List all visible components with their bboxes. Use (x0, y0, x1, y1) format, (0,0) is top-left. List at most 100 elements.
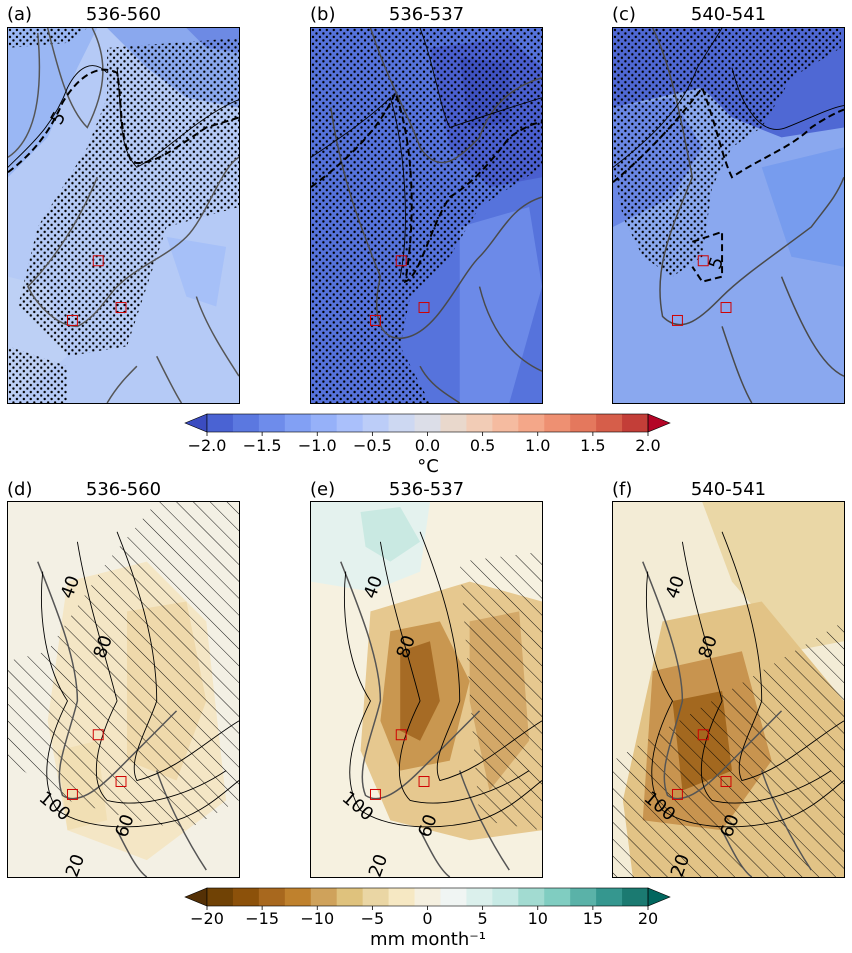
contour-line (645, 531, 844, 828)
colorbar-swatch (362, 414, 390, 432)
panel-c-svg: 5 (613, 28, 844, 403)
colorbar-tick-label: 1.5 (580, 436, 606, 455)
colorbar-tick-label: 15 (582, 909, 604, 928)
significance-stipple (613, 28, 842, 277)
site-marker (369, 788, 381, 800)
precipitation-colorbar-unit: mm month⁻¹ (370, 929, 486, 950)
site-marker (418, 302, 430, 313)
colorbar-tick-label: 0.5 (469, 436, 496, 455)
colorbar-tick-label: 5 (477, 909, 488, 928)
panel-a-svg: 5 (8, 28, 239, 403)
significance-hatch (613, 621, 844, 877)
panel-b-map (310, 27, 543, 404)
anomaly-region (8, 28, 98, 178)
panel-c-map: 5 (612, 27, 845, 404)
colorbar-tick-label: −2.0 (187, 436, 227, 455)
colorbar-swatch (466, 888, 493, 906)
colorbar-tick-label: −1.0 (297, 436, 337, 455)
colorbar-swatch (336, 414, 364, 432)
colorbar-tick-label: −20 (190, 909, 224, 928)
colorbar-tick-label: −15 (245, 909, 280, 928)
panel-a-map: 5 (7, 27, 240, 404)
colorbar-swatch (544, 888, 571, 906)
colorbar-swatch (492, 888, 519, 906)
colorbar-tick-label: −1.5 (242, 436, 282, 455)
panel-c-title: 540-541 (690, 4, 767, 25)
panel-b-letter: (b) (310, 4, 336, 25)
colorbar-swatch (492, 414, 519, 432)
site-marker (66, 314, 78, 326)
precipitation-colorbar (184, 887, 671, 910)
panel-f-title: 540-541 (690, 479, 767, 500)
colorbar-swatch (518, 888, 545, 906)
colorbar-swatch (388, 888, 416, 906)
colorbar-tick-label: 0.0 (414, 436, 441, 455)
colorbar-swatch (258, 888, 286, 906)
site-marker (92, 255, 104, 267)
panel-e-svg: 40 80 100 60 20 (311, 502, 542, 877)
colorbar-swatch (336, 888, 364, 906)
colorbar-swatch (258, 414, 286, 432)
colorbar-swatch (362, 888, 390, 906)
contour-dashed (613, 85, 844, 183)
colorbar-tick-label: −10 (300, 909, 335, 928)
precipitation-colorbar-ticks: −20 −15 −10 −5 0 5 10 15 20 (185, 910, 670, 930)
panel-a-letter: (a) (7, 4, 33, 25)
contour-line (40, 531, 239, 828)
contour-line (613, 28, 844, 168)
site-marker (720, 302, 732, 313)
colorbar-tick-label: 10 (527, 909, 548, 928)
panel-d-map: 40 80 100 60 20 (7, 501, 240, 878)
colorbar-extend-high (647, 413, 671, 433)
anomaly-region (761, 147, 844, 267)
coastline (330, 28, 542, 403)
site-marker (369, 314, 381, 326)
colorbar-swatch (284, 888, 312, 906)
site-marker (115, 776, 127, 787)
contour-line (311, 28, 542, 277)
colorbar-swatch (207, 888, 234, 906)
colorbar-swatch (414, 888, 441, 906)
site-marker (671, 314, 683, 326)
colorbar-swatch (570, 888, 597, 906)
temperature-colorbar-svg (184, 413, 671, 436)
panel-b-svg (311, 28, 542, 403)
contour-dashed (691, 230, 724, 283)
colorbar-swatch (440, 414, 467, 432)
site-marker (115, 302, 127, 313)
panel-c-letter: (c) (612, 4, 636, 25)
contour-dashed (8, 68, 239, 174)
colorbar-tick-label: −5 (360, 909, 385, 928)
site-marker (66, 788, 78, 800)
panel-d-letter: (d) (7, 479, 33, 500)
coastline (651, 28, 844, 403)
panel-e-map: 40 80 100 60 20 (310, 501, 543, 878)
colorbar-tick-label: 0 (422, 909, 433, 928)
colorbar-swatch (284, 414, 312, 432)
panel-d-title: 536-560 (85, 479, 162, 500)
colorbar-swatch (570, 414, 597, 432)
panel-f-letter: (f) (612, 479, 633, 500)
colorbar-swatch (207, 414, 234, 432)
colorbar-swatch (310, 888, 338, 906)
coastline (8, 28, 239, 403)
temperature-colorbar-unit: °C (417, 456, 439, 477)
panel-f-svg: 40 80 100 60 20 (613, 502, 844, 877)
colorbar-extend-low (184, 413, 208, 433)
colorbar-swatch (232, 414, 260, 432)
colorbar-swatch (310, 414, 338, 432)
colorbar-swatch (596, 888, 623, 906)
colorbar-swatch (518, 414, 545, 432)
site-marker (418, 776, 430, 787)
panel-d-svg: 40 80 100 60 20 (8, 502, 239, 877)
colorbar-swatch (388, 414, 416, 432)
panel-f-map: 40 80 100 60 20 (612, 501, 845, 878)
colorbar-tick-label: 2.0 (635, 436, 661, 455)
contour-line (8, 65, 239, 168)
panel-e-title: 536-537 (388, 479, 465, 500)
temperature-colorbar (184, 413, 671, 436)
anomaly-region (400, 641, 440, 741)
anomaly-region (166, 236, 227, 307)
temperature-colorbar-ticks: −2.0 −1.5 −1.0 −0.5 0.0 0.5 1.0 1.5 2.0 (185, 437, 670, 457)
site-marker (720, 776, 732, 787)
